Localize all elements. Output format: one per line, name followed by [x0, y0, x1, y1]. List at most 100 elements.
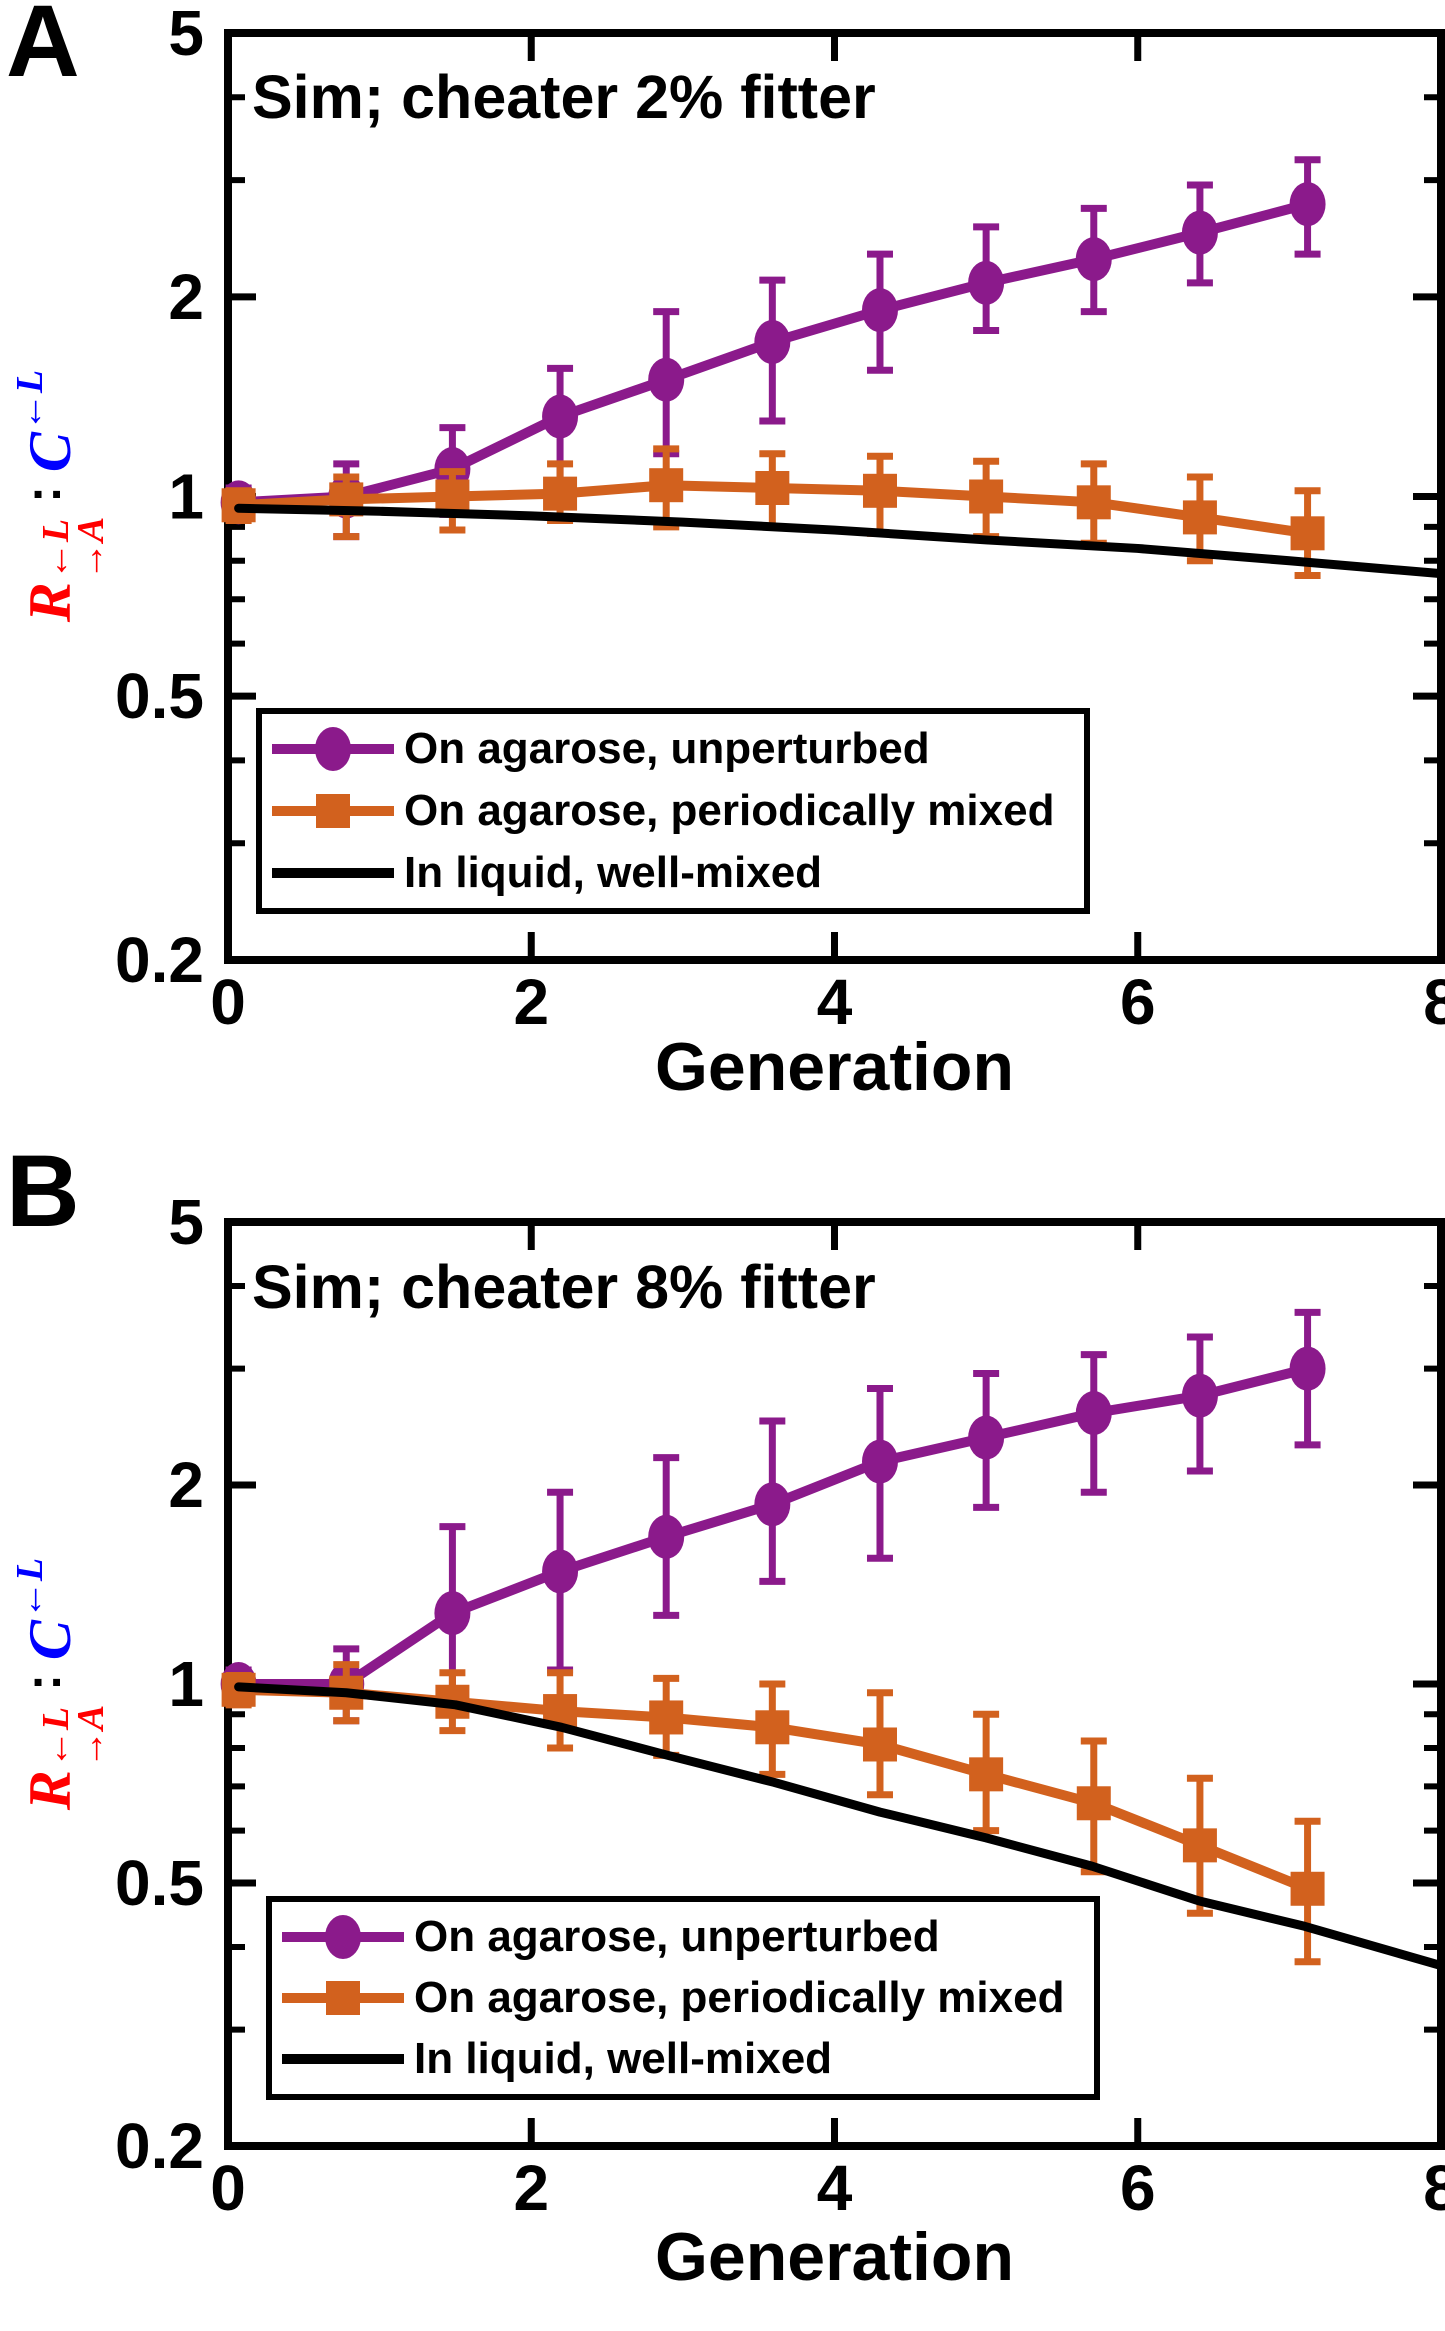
legend-sample-line	[272, 845, 394, 901]
x-tick-label: 6	[1120, 966, 1156, 1038]
panel-a-letter: A	[6, 0, 80, 98]
legend-sample-circle	[272, 721, 394, 777]
data-point-circle	[754, 1482, 791, 1527]
y-tick-label: 0.5	[115, 660, 204, 732]
y-tick-label: 5	[168, 1186, 204, 1258]
ylabel-c: C	[17, 432, 84, 473]
legend-label: On agarose, periodically mixed	[414, 1972, 1065, 2022]
data-point-square	[1290, 1871, 1325, 1906]
panel-b-legend: On agarose, unperturbed On agarose, peri…	[266, 1896, 1100, 2100]
legend-sample-line	[282, 2031, 404, 2087]
ylabel-r: R	[17, 582, 84, 623]
legend-line	[272, 868, 394, 878]
data-point-circle	[648, 1514, 685, 1559]
data-point-circle	[968, 260, 1005, 305]
y-tick-label: 1	[168, 461, 204, 533]
x-tick-label: 8	[1423, 2152, 1445, 2224]
data-point-square	[862, 1727, 897, 1762]
data-point-circle	[861, 1439, 898, 1484]
data-point-square	[1182, 500, 1217, 535]
y-tick-label: 2	[168, 1449, 204, 1521]
data-point-circle	[1075, 237, 1112, 282]
legend-label: On agarose, unperturbed	[414, 1911, 940, 1961]
series-line-liquid	[234, 503, 1445, 579]
ylabel-r-sub: →A	[70, 1704, 112, 1769]
series-line-liquid	[234, 1682, 1445, 1971]
legend-item-mixed: On agarose, periodically mixed	[272, 780, 1084, 842]
data-point-square	[969, 479, 1004, 514]
data-point-square	[543, 476, 578, 511]
x-tick-label: 4	[817, 966, 853, 1038]
data-point-square	[1076, 1786, 1111, 1821]
data-point-square	[435, 479, 470, 514]
square-marker-icon	[316, 794, 350, 828]
data-point-square	[649, 1700, 684, 1735]
data-point-circle	[1075, 1391, 1112, 1436]
data-point-circle	[1289, 182, 1326, 227]
y-tick-label: 2	[168, 261, 204, 333]
legend-item-unperturbed: On agarose, unperturbed	[272, 718, 1084, 780]
ylabel-c: C	[17, 1620, 84, 1661]
data-point-circle	[1181, 1373, 1218, 1418]
circle-marker-icon	[315, 727, 351, 771]
data-point-circle	[648, 357, 685, 402]
y-tick-label: 0.2	[115, 2110, 204, 2182]
data-point-square	[862, 473, 897, 508]
x-tick-label: 2	[513, 966, 549, 1038]
data-point-square	[1182, 1828, 1217, 1863]
data-point-circle	[968, 1415, 1005, 1460]
data-point-circle	[861, 288, 898, 333]
panel-a-xaxis-label: Generation	[655, 1029, 1014, 1105]
panel-b-title: Sim; cheater 8% fitter	[252, 1253, 876, 1321]
panel-b-letter: B	[6, 1134, 80, 1248]
legend-label: On agarose, unperturbed	[404, 724, 930, 773]
ylabel-r-sup: ←L	[35, 518, 78, 581]
x-tick-label: 8	[1423, 966, 1445, 1038]
data-point-circle	[542, 1549, 579, 1594]
y-tick-label: 5	[168, 0, 204, 69]
ylabel-r-sub: →A	[70, 516, 112, 581]
x-tick-label: 2	[513, 2152, 549, 2224]
panel-b-ylabel: R ←L →A:C←L	[9, 1557, 112, 1811]
panel-a-title: Sim; cheater 2% fitter	[252, 63, 876, 131]
square-marker-icon	[326, 1980, 360, 2015]
panel-b-xaxis-label: Generation	[655, 2219, 1014, 2295]
data-point-circle	[1289, 1346, 1326, 1391]
x-tick-label: 4	[817, 2152, 853, 2224]
panel-a-legend: On agarose, unperturbed On agarose, peri…	[256, 708, 1090, 914]
y-tick-label: 1	[168, 1648, 204, 1720]
data-point-circle	[434, 1591, 471, 1636]
data-point-square	[755, 1710, 790, 1745]
circle-marker-icon	[325, 1914, 361, 1959]
legend-sample-square	[282, 1970, 404, 2026]
legend-label: On agarose, periodically mixed	[404, 786, 1055, 835]
data-point-circle	[1181, 210, 1218, 255]
data-point-square	[969, 1757, 1004, 1792]
ylabel-r-sup: ←L	[35, 1706, 78, 1769]
data-point-square	[649, 468, 684, 503]
legend-sample-circle	[282, 1909, 404, 1965]
data-point-circle	[754, 319, 791, 364]
data-point-circle	[542, 394, 579, 439]
x-tick-label: 0	[210, 966, 246, 1038]
legend-item-mixed: On agarose, periodically mixed	[282, 1967, 1094, 2028]
data-point-square	[1076, 485, 1111, 520]
ylabel-r: R	[17, 1770, 84, 1811]
y-tick-label: 0.2	[115, 924, 204, 996]
ylabel-colon: :	[15, 486, 72, 503]
x-tick-label: 0	[210, 2152, 246, 2224]
ylabel-c-sup: ←L	[9, 1557, 52, 1620]
legend-item-unperturbed: On agarose, unperturbed	[282, 1906, 1094, 1967]
x-tick-label: 6	[1120, 2152, 1156, 2224]
legend-item-liquid: In liquid, well-mixed	[282, 2029, 1094, 2090]
legend-item-liquid: In liquid, well-mixed	[272, 842, 1084, 904]
legend-line	[282, 2054, 404, 2065]
y-tick-label: 0.5	[115, 1847, 204, 1919]
data-point-square	[1290, 516, 1325, 551]
legend-label: In liquid, well-mixed	[414, 2034, 833, 2084]
data-point-square	[755, 470, 790, 505]
ylabel-colon: :	[15, 1674, 72, 1691]
ylabel-c-sup: ←L	[9, 369, 52, 432]
legend-label: In liquid, well-mixed	[404, 848, 823, 897]
